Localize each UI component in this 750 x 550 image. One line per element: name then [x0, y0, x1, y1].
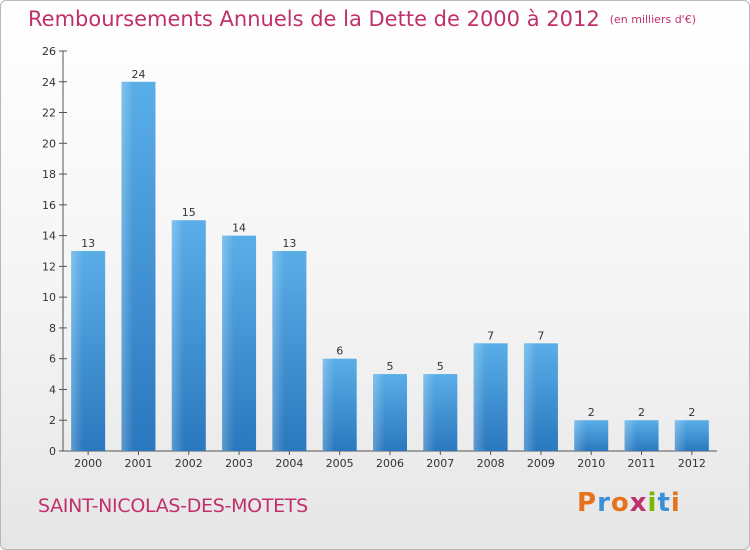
bars-group: 13 24 15 14 13 6 5 5 7 7 2 2 2: [71, 68, 709, 452]
logo-letter: i: [670, 488, 681, 518]
bar-value-label: 14: [232, 222, 246, 235]
bar-highlight: [373, 374, 385, 451]
chart-title: Remboursements Annuels de la Dette de 20…: [28, 7, 696, 31]
bar-highlight: [674, 420, 687, 451]
y-tick-label: 20: [42, 137, 56, 150]
x-tick-label: 2012: [678, 457, 706, 470]
bar-value-label: 7: [487, 329, 494, 342]
y-tick-label: 16: [42, 199, 56, 212]
logo-letter: o: [610, 488, 630, 518]
bar-value-label: 2: [688, 406, 695, 419]
bar-highlight: [322, 358, 335, 451]
chart-title-text: Remboursements Annuels de la Dette de 20…: [28, 7, 600, 31]
bar-value-label: 7: [537, 329, 544, 342]
x-tick-label: 2004: [275, 457, 303, 470]
y-tick-label: 0: [49, 445, 56, 458]
bar-value-label: 5: [387, 360, 394, 373]
y-tick-label: 12: [42, 260, 56, 273]
bar-value-label: 24: [131, 68, 145, 81]
bar-value-label: 15: [182, 206, 196, 219]
bar-value-label: 13: [282, 237, 296, 250]
x-tick-label: 2009: [527, 457, 555, 470]
bar-value-label: 2: [588, 406, 595, 419]
y-tick-label: 4: [49, 383, 56, 396]
x-tick-label: 2008: [477, 457, 505, 470]
logo-letter: r: [597, 488, 611, 518]
bar-highlight: [272, 251, 285, 451]
x-tick-label: 2003: [225, 457, 253, 470]
logo-letter: x: [629, 488, 648, 518]
y-tick-label: 2: [49, 414, 56, 427]
logo-letter: P: [577, 488, 598, 518]
x-tick-label: 2000: [74, 457, 102, 470]
x-tick-label: 2005: [326, 457, 354, 470]
y-tick-label: 24: [42, 76, 56, 89]
bar-highlight: [624, 420, 637, 451]
bar-value-label: 2: [638, 406, 645, 419]
x-tick-label: 2011: [628, 457, 656, 470]
y-tick-label: 10: [42, 291, 56, 304]
bar-value-label: 13: [81, 237, 95, 250]
y-tick-label: 6: [49, 353, 56, 366]
y-tick-label: 26: [42, 45, 56, 58]
proxiti-logo: Proxiti: [577, 488, 681, 518]
y-tick-label: 8: [49, 322, 56, 335]
logo-letter: i: [647, 488, 658, 518]
y-tick-label: 22: [42, 107, 56, 120]
bar-highlight: [222, 235, 234, 451]
y-tick-label: 18: [42, 168, 56, 181]
bar-highlight: [473, 343, 486, 451]
y-tick-label: 14: [42, 230, 56, 243]
bar-value-label: 5: [437, 360, 444, 373]
bar-highlight: [523, 343, 536, 451]
x-tick-label: 2001: [124, 457, 152, 470]
bar-value-label: 6: [336, 345, 343, 358]
chart-subtitle: (en milliers d'€): [609, 13, 696, 26]
x-tick-label: 2002: [175, 457, 203, 470]
x-tick-label: 2006: [376, 457, 404, 470]
bar-highlight: [574, 420, 587, 451]
place-name: SAINT-NICOLAS-DES-MOTETS: [38, 495, 308, 517]
bar-highlight: [71, 251, 84, 451]
bar-highlight: [423, 374, 436, 451]
x-tick-label: 2010: [577, 457, 605, 470]
logo-letter: t: [657, 488, 671, 518]
bar-highlight: [121, 81, 134, 452]
bar-highlight: [171, 220, 184, 451]
x-tick-label: 2007: [426, 457, 454, 470]
